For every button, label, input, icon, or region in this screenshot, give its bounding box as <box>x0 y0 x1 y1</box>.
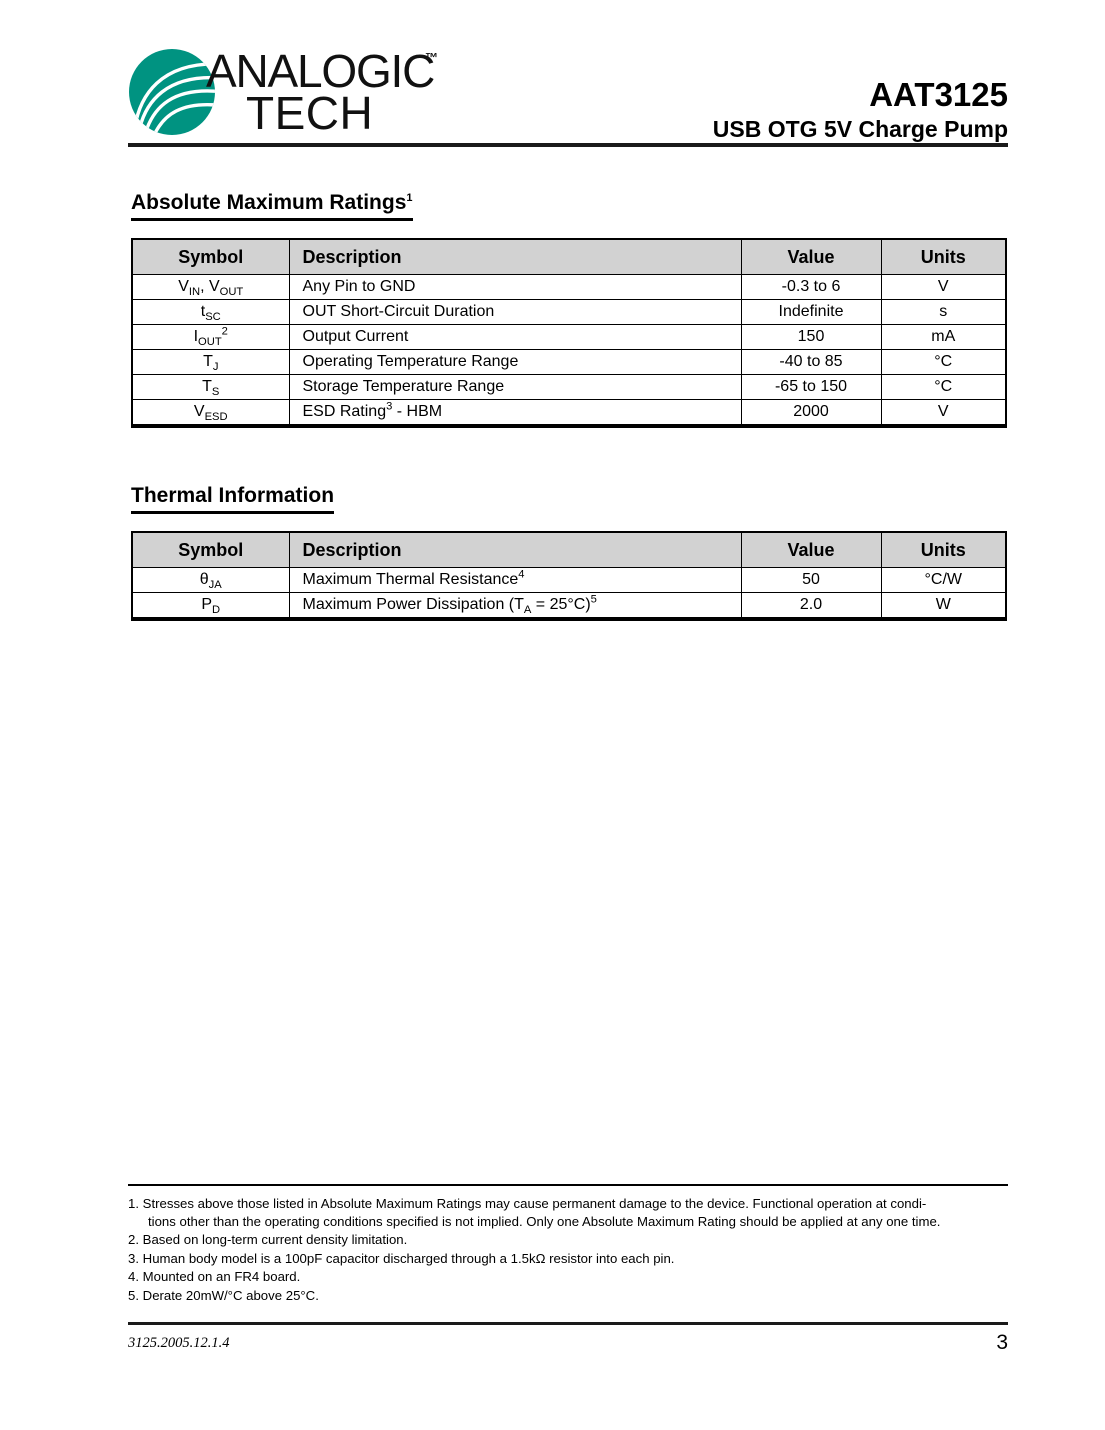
cell-symbol: IOUT2 <box>131 324 290 350</box>
table-row: TS Storage Temperature Range -65 to 150 … <box>131 374 1007 400</box>
section-heading-thermal-information: Thermal Information <box>131 484 335 514</box>
footnote-number: 2. <box>128 1232 139 1248</box>
cell-description: Maximum Power Dissipation (TA = 25°C)5 <box>288 592 742 621</box>
table-row: TJ Operating Temperature Range -40 to 85… <box>131 349 1007 375</box>
column-header-symbol: Symbol <box>131 238 290 275</box>
footnote-text: Human body model is a 100pF capacitor di… <box>142 1250 675 1266</box>
cell-value: Indefinite <box>740 299 882 325</box>
cell-value: -65 to 150 <box>740 374 882 400</box>
footnote-text-continued: tions other than the operating condition… <box>148 1213 941 1229</box>
cell-description: Any Pin to GND <box>288 274 742 300</box>
section-heading-text: Absolute Maximum Ratings <box>131 191 407 214</box>
table-row: IOUT2 Output Current 150 mA <box>131 324 1007 350</box>
table-row: θJA Maximum Thermal Resistance4 50 °C/W <box>131 567 1007 593</box>
table-header-row: Symbol Description Value Units <box>131 531 1007 568</box>
footnote-text: Derate 20mW/°C above 25°C. <box>142 1287 319 1303</box>
cell-value: 150 <box>740 324 882 350</box>
cell-description: ESD Rating3 - HBM <box>288 399 742 428</box>
cell-value: -40 to 85 <box>740 349 882 375</box>
cell-units: °C/W <box>880 567 1007 593</box>
absolute-maximum-ratings-table: Symbol Description Value Units VIN, VOUT… <box>131 238 1007 428</box>
footnote-number: 3. <box>128 1250 139 1266</box>
cell-description: Maximum Thermal Resistance4 <box>288 567 742 593</box>
table-row: PD Maximum Power Dissipation (TA = 25°C)… <box>131 592 1007 621</box>
footer-divider <box>128 1322 1008 1325</box>
company-logo: ANALOGIC ™ TECH <box>128 42 438 146</box>
cell-description: Operating Temperature Range <box>288 349 742 375</box>
column-header-value: Value <box>740 531 882 568</box>
page-number: 3 <box>996 1331 1008 1354</box>
page-header: ANALOGIC ™ TECH AAT3125 USB OTG 5V Charg… <box>128 38 1008 146</box>
thermal-information-table: Symbol Description Value Units θJA Maxim… <box>131 531 1007 621</box>
section-heading-footnote-marker: 1 <box>406 192 413 204</box>
table-row: tSC OUT Short-Circuit Duration Indefinit… <box>131 299 1007 325</box>
footnote-item: 1. Stresses above those listed in Absolu… <box>128 1195 1008 1230</box>
column-header-description: Description <box>288 238 742 275</box>
cell-description: Storage Temperature Range <box>288 374 742 400</box>
page-footer: 3125.2005.12.1.4 3 <box>128 1322 1008 1361</box>
cell-value: 50 <box>740 567 882 593</box>
cell-symbol: VIN, VOUT <box>131 274 290 300</box>
column-header-units: Units <box>880 238 1007 275</box>
section-absolute-maximum-ratings: Absolute Maximum Ratings1 Symbol Descrip… <box>131 191 1007 428</box>
footnote-text: Stresses above those listed in Absolute … <box>142 1196 927 1211</box>
footnote-number: 4. <box>128 1269 139 1285</box>
logo-wordmark-top: ANALOGIC <box>206 45 435 97</box>
column-header-symbol: Symbol <box>131 531 290 568</box>
document-id: 3125.2005.12.1.4 <box>128 1335 230 1351</box>
cell-value: 2000 <box>740 399 882 428</box>
cell-units: °C <box>880 374 1007 400</box>
cell-symbol: θJA <box>131 567 290 593</box>
cell-description: OUT Short-Circuit Duration <box>288 299 742 325</box>
document-title-block: AAT3125 USB OTG 5V Charge Pump <box>488 76 1008 143</box>
cell-units: mA <box>880 324 1007 350</box>
section-heading-absolute-maximum-ratings: Absolute Maximum Ratings1 <box>131 191 413 221</box>
footnote-item: 3. Human body model is a 100pF capacitor… <box>128 1250 1008 1268</box>
column-header-description: Description <box>288 531 742 568</box>
table-row: VESD ESD Rating3 - HBM 2000 V <box>131 399 1007 428</box>
cell-units: V <box>880 274 1007 300</box>
cell-symbol: tSC <box>131 299 290 325</box>
cell-units: °C <box>880 349 1007 375</box>
footnote-text: Based on long-term current density limit… <box>142 1232 408 1248</box>
cell-value: 2.0 <box>740 592 882 621</box>
part-number: AAT3125 <box>869 76 1008 113</box>
table-row: VIN, VOUT Any Pin to GND -0.3 to 6 V <box>131 274 1007 300</box>
logo-wordmark-bottom: TECH <box>246 87 374 139</box>
cell-units: W <box>880 592 1007 621</box>
section-thermal-information: Thermal Information Symbol Description V… <box>131 484 1007 621</box>
footnote-number: 5. <box>128 1287 139 1303</box>
cell-symbol: PD <box>131 592 290 621</box>
cell-symbol: VESD <box>131 399 290 428</box>
trademark-icon: ™ <box>425 50 438 65</box>
footnote-item: 5. Derate 20mW/°C above 25°C. <box>128 1287 1008 1305</box>
header-divider <box>128 143 1008 147</box>
absolute-maximum-ratings-body: VIN, VOUT Any Pin to GND -0.3 to 6 V tSC… <box>131 274 1007 428</box>
cell-value: -0.3 to 6 <box>740 274 882 300</box>
footnotes-divider <box>128 1184 1008 1186</box>
footnote-text: Mounted on an FR4 board. <box>142 1269 301 1285</box>
column-header-units: Units <box>880 531 1007 568</box>
footnotes-block: 1. Stresses above those listed in Absolu… <box>128 1184 1008 1306</box>
cell-description: Output Current <box>288 324 742 350</box>
cell-units: V <box>880 399 1007 428</box>
footnote-item: 2. Based on long-term current density li… <box>128 1231 1008 1249</box>
footnote-number: 1. <box>128 1196 139 1211</box>
column-header-value: Value <box>740 238 882 275</box>
section-heading-text: Thermal Information <box>131 484 335 507</box>
cell-units: s <box>880 299 1007 325</box>
part-subtitle: USB OTG 5V Charge Pump <box>712 116 1008 142</box>
cell-symbol: TS <box>131 374 290 400</box>
cell-symbol: TJ <box>131 349 290 375</box>
footnote-item: 4. Mounted on an FR4 board. <box>128 1268 1008 1286</box>
analogic-tech-globe-icon <box>129 49 215 135</box>
table-header-row: Symbol Description Value Units <box>131 238 1007 275</box>
thermal-information-body: θJA Maximum Thermal Resistance4 50 °C/W … <box>131 567 1007 621</box>
